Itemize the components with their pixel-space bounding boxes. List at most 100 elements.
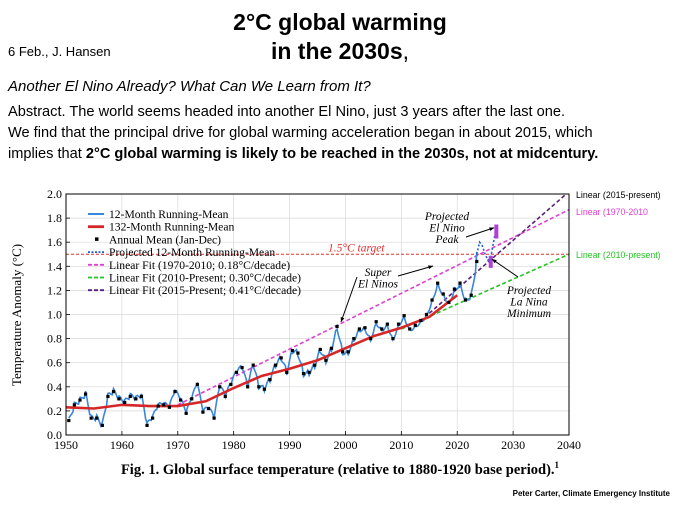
x-tick-label: 2030 (501, 438, 525, 452)
title-line-2-suffix: , (402, 38, 410, 64)
annual-mean-point (268, 377, 272, 382)
annual-mean-point (307, 370, 311, 374)
annual-mean-point (246, 385, 250, 389)
annotation-super-el-ninos: Super El Ninos (357, 267, 398, 291)
x-tick-label: 2010 (389, 438, 413, 452)
annual-mean-point (285, 370, 289, 374)
x-tick-label: 1970 (166, 438, 190, 452)
annual-mean-point (178, 398, 183, 402)
x-tick-label: 2000 (333, 438, 357, 452)
annual-mean-point (296, 351, 300, 355)
x-tick-label: 1990 (278, 438, 302, 452)
running-mean-132-line (66, 294, 459, 410)
annual-mean-point (145, 423, 149, 427)
abstract-line-3-plain: implies that (8, 146, 86, 162)
annual-mean-point (380, 327, 384, 331)
arrow-super-el-nino-1998-head (340, 317, 345, 322)
annual-mean-point (106, 394, 110, 399)
annual-mean-point (374, 320, 378, 324)
axis-ticks: 0.0 0.2 0.4 0.6 0.8 1.0 1.2 1.4 1.6 1.8 2.0 1950 196… (47, 187, 581, 452)
annual-mean-point (385, 322, 389, 326)
annual-mean-point (424, 312, 429, 317)
annual-mean-point (368, 337, 373, 341)
annual-mean-point (419, 318, 423, 323)
annotation-projected-minimum: Projected La Nina Minimum (506, 285, 552, 320)
annual-mean-point (475, 259, 479, 264)
arrow-projected-peak (465, 227, 495, 238)
annual-mean-point (218, 385, 222, 389)
annual-mean-point (352, 337, 356, 341)
annual-mean-point (341, 350, 345, 354)
annual-mean-point (251, 363, 255, 367)
abstract-line-1: Abstract. The world seems headed into an… (8, 104, 566, 120)
y-tick-label: 0.8 (47, 332, 62, 346)
annual-mean-point (279, 356, 283, 360)
side-label-fit2015: Linear (2015-present) (576, 190, 661, 200)
annual-mean-point (357, 327, 362, 331)
projected-minimum-marker (488, 255, 493, 268)
title-line-2: in the 2030s, (0, 37, 680, 66)
x-tick-label: 2020 (445, 438, 469, 452)
annual-mean-point (162, 403, 166, 407)
annual-mean-point (290, 349, 294, 353)
projected-peak-marker (494, 224, 499, 239)
y-tick-label: 0.2 (47, 404, 62, 418)
arrow-super-el-nino-1998 (340, 276, 358, 323)
figure-caption-text: Fig. 1. Global surface temperature (rela… (120, 461, 555, 478)
annual-mean-point (123, 400, 127, 405)
annual-mean-point (240, 365, 244, 370)
side-label-fit1970: Linear (1970-2010 (576, 207, 648, 217)
temperature-chart: 0.0 0.2 0.4 0.6 0.8 1.0 1.2 1.4 1.6 1.8 2.0 1950 196… (9, 187, 661, 452)
annual-mean-point (201, 410, 205, 414)
annual-mean-point (363, 326, 367, 330)
y-tick-label: 1.2 (47, 283, 62, 297)
y-tick-label: 1.6 (47, 235, 62, 249)
annual-mean-point (117, 397, 121, 401)
side-labels: Linear (2015-present) Linear (1970-2010 Li… (576, 190, 661, 260)
annual-mean-point (447, 300, 451, 305)
legend-label: 132-Month Running-Mean (109, 221, 234, 234)
y-axis-label: Temperature Anomaly (°C) (9, 244, 24, 386)
annual-mean-point (212, 416, 216, 420)
legend-label: Linear Fit (2015-Present; 0.41°C/decade) (109, 284, 301, 297)
abstract-line-3-bold: 2°C global warming is likely to be reach… (85, 146, 599, 162)
figure-caption: Fig. 1. Global surface temperature (rela… (0, 460, 680, 479)
annual-mean-point (184, 411, 188, 415)
title-line-1: 2°C global warming (233, 9, 447, 35)
annual-mean-point (206, 406, 211, 411)
annual-mean-point (229, 382, 233, 386)
annual-mean-point (139, 394, 144, 399)
x-tick-label: 1960 (110, 438, 134, 452)
annual-mean-point (413, 323, 417, 327)
annual-mean-point (89, 416, 93, 420)
arrow-super-el-nino-2016 (397, 265, 434, 277)
annual-mean-point (100, 423, 104, 427)
annual-mean-point (441, 292, 445, 296)
x-tick-label: 1980 (222, 438, 246, 452)
annual-mean-point (324, 358, 328, 362)
annual-mean-point (151, 416, 155, 420)
legend-label: Projected 12-Month Running-Mean (109, 246, 275, 259)
y-tick-label: 0.0 (47, 428, 62, 442)
annual-mean-point (402, 314, 406, 318)
annual-mean-point (134, 397, 138, 401)
abstract-line-2: We find that the principal drive for glo… (8, 125, 593, 141)
annual-mean-point (195, 382, 199, 386)
x-tick-label: 2040 (557, 438, 581, 452)
annual-mean-point (464, 298, 468, 302)
annual-mean-point (78, 398, 82, 402)
arrow-super-el-nino-2016-head (428, 265, 433, 270)
target-label: 1.5°C target (328, 242, 385, 254)
legend-label: Linear Fit (1970-2010; 0.18°C/decade) (109, 259, 290, 272)
arrow-projected-minimum (491, 258, 519, 278)
figure-caption-superscript: 1 (554, 460, 560, 470)
annual-mean-point (273, 363, 278, 367)
series-group (66, 194, 569, 429)
y-tick-label: 1.4 (47, 259, 62, 273)
annual-mean-point (223, 394, 227, 399)
annual-mean-point (128, 394, 132, 399)
annual-mean-point (67, 418, 71, 423)
annual-mean-point (111, 390, 116, 394)
legend-label: Linear Fit (2010-Present; 0.30°C/decade) (109, 272, 301, 285)
legend-swatch-annual (95, 237, 99, 241)
